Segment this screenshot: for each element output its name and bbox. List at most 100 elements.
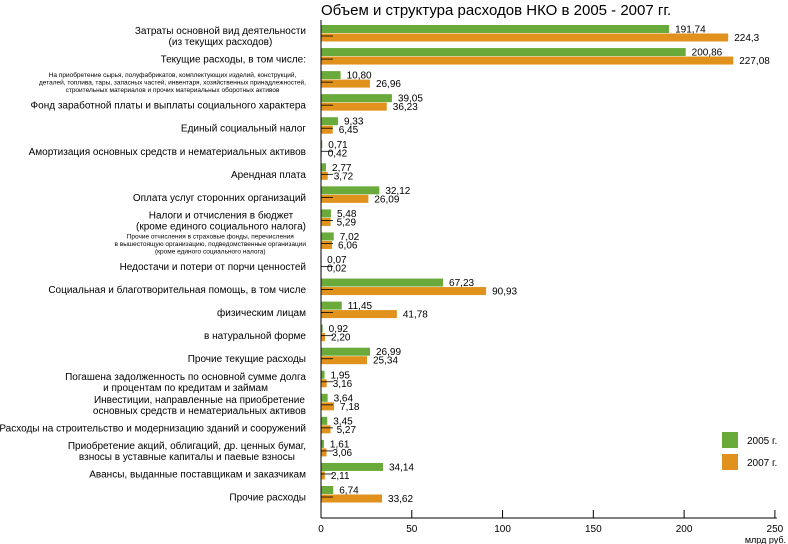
legend-label-2005: 2005 г. bbox=[747, 436, 777, 447]
bar-2007 bbox=[321, 102, 387, 111]
bar-2005 bbox=[321, 393, 328, 402]
bar-2007 bbox=[321, 125, 333, 134]
bar-2007 bbox=[321, 494, 383, 503]
value-label-2005: 191,74 bbox=[675, 25, 706, 36]
bar-2007 bbox=[321, 310, 397, 319]
category-label-line: деталей, топлива, тары, запасных частей,… bbox=[39, 79, 306, 87]
category-label-line: строительных материалов и прочих материа… bbox=[66, 86, 280, 94]
value-label-2007: 0,02 bbox=[327, 264, 347, 275]
bar-2005 bbox=[321, 25, 670, 33]
value-label-2007: 224,3 bbox=[734, 33, 759, 44]
x-tick-label: 150 bbox=[585, 524, 602, 535]
value-label-2005: 5,48 bbox=[337, 209, 357, 220]
bar-2007 bbox=[321, 333, 325, 342]
bar-2007 bbox=[321, 287, 487, 296]
bar-2005 bbox=[321, 94, 392, 103]
value-label-2007: 7,18 bbox=[340, 402, 360, 413]
bar-2007 bbox=[321, 448, 327, 457]
category-label-line: Приобретение акций, облигаций, др. ценны… bbox=[68, 440, 306, 452]
value-label-2005: 0,07 bbox=[327, 255, 347, 266]
bar-2005 bbox=[321, 416, 328, 425]
value-label-2007: 3,72 bbox=[334, 171, 354, 182]
value-label-2005: 11,45 bbox=[348, 301, 373, 312]
category-label: Прочие отчисления в страховые фонды, пер… bbox=[115, 233, 307, 255]
bar-2005 bbox=[321, 347, 371, 356]
value-label-2005: 39,05 bbox=[398, 94, 423, 105]
value-label-2005: 32,12 bbox=[385, 186, 410, 197]
category-label-line: (кроме единого социального налога) bbox=[136, 221, 306, 232]
bar-2005 bbox=[321, 186, 380, 195]
bar-2005 bbox=[321, 462, 383, 471]
category-label: Фонд заработной платы и выплаты социальн… bbox=[31, 100, 307, 112]
category-label-line: Авансы, выданные поставщикам и заказчика… bbox=[89, 469, 306, 480]
bar-2005 bbox=[321, 486, 334, 494]
category-label-line: (кроме единого социального налога) bbox=[155, 249, 266, 256]
bar-2005 bbox=[321, 370, 325, 379]
category-label-line: Затраты основной вид деятельности bbox=[135, 26, 306, 37]
bar-2007 bbox=[321, 194, 369, 203]
category-label-line: Арендная плата bbox=[231, 170, 306, 181]
value-label-2005: 3,45 bbox=[333, 416, 353, 427]
category-label-line: Налоги и отчисления в бюджет bbox=[149, 209, 294, 221]
value-label-2007: 3,16 bbox=[333, 379, 353, 390]
category-label: Налоги и отчисления в бюджет (кроме едино… bbox=[136, 209, 306, 232]
value-label-2007: 90,93 bbox=[492, 287, 517, 298]
value-label-2005: 10,80 bbox=[347, 71, 372, 82]
value-label-2007: 227,08 bbox=[739, 56, 770, 67]
category-label-line: Прочие расходы bbox=[229, 493, 306, 504]
category-label-line: взносы в уставные капиталы и паевые взно… bbox=[79, 452, 295, 463]
category-label-line: На приобретение сырья, полуфабрикатов, к… bbox=[49, 71, 297, 79]
category-label: Инвестиции, направленные на приобретение… bbox=[93, 394, 306, 417]
value-label-2005: 6,74 bbox=[339, 486, 359, 497]
value-label-2005: 0,92 bbox=[329, 324, 349, 335]
bar-2005 bbox=[321, 324, 323, 333]
category-label-line: Прочие текущие расходы bbox=[188, 354, 306, 365]
value-label-2007: 26,09 bbox=[374, 194, 399, 205]
category-label-line: Прочие отчисления в страховые фонды, пер… bbox=[127, 233, 295, 240]
category-label-line: Фонд заработной платы и выплаты социальн… bbox=[31, 100, 307, 112]
category-label: Единый социальный налог bbox=[181, 124, 306, 135]
value-label-2005: 2,77 bbox=[332, 163, 352, 174]
category-label: Оплата услуг сторонних организаций bbox=[133, 193, 306, 204]
category-label-line: Расходы на строительство и модернизацию … bbox=[0, 423, 306, 434]
bar-2007 bbox=[321, 171, 328, 180]
x-tick-label: 250 bbox=[767, 524, 784, 535]
value-label-2007: 33,62 bbox=[388, 494, 413, 505]
bar-2005 bbox=[321, 48, 686, 57]
value-label-2007: 5,29 bbox=[337, 217, 357, 228]
value-label-2005: 200,86 bbox=[692, 48, 723, 59]
x-tick-label: 50 bbox=[406, 524, 418, 535]
value-label-2005: 7,02 bbox=[340, 232, 360, 243]
bar-2007 bbox=[321, 379, 327, 388]
category-label: Затраты основной вид деятельности (из тек… bbox=[135, 26, 306, 48]
category-label: физическим лицам bbox=[217, 307, 306, 319]
category-label-line: в натуральной форме bbox=[204, 330, 306, 342]
bar-2007 bbox=[321, 217, 331, 226]
category-label-line: Погашена задолженность по основной сумме… bbox=[65, 372, 306, 383]
value-label-2005: 3,64 bbox=[334, 393, 354, 404]
category-label: Приобретение акций, облигаций, др. ценны… bbox=[68, 440, 306, 463]
value-label-2007: 26,96 bbox=[376, 79, 401, 90]
category-label: Прочие расходы bbox=[229, 493, 306, 504]
bar-2005 bbox=[321, 140, 323, 149]
value-label-2007: 41,78 bbox=[403, 310, 428, 321]
bar-2005 bbox=[321, 117, 338, 126]
value-label-2005: 0,71 bbox=[328, 140, 348, 151]
value-label-2007: 25,34 bbox=[373, 356, 398, 367]
category-label: На приобретение сырья, полуфабрикатов, к… bbox=[39, 71, 306, 94]
category-label-line: Единый социальный налог bbox=[181, 124, 306, 135]
bar-2007 bbox=[321, 240, 333, 249]
category-label-line: Инвестиции, направленные на приобретение bbox=[94, 394, 305, 406]
x-tick-label: 200 bbox=[676, 524, 693, 535]
legend-label-2007: 2007 г. bbox=[747, 458, 777, 469]
bar-2007 bbox=[321, 356, 368, 365]
category-label: Расходы на строительство и модернизацию … bbox=[0, 423, 306, 434]
bar-2007 bbox=[321, 56, 734, 65]
bar-2007 bbox=[321, 33, 729, 42]
bar-2005 bbox=[321, 71, 341, 80]
bar-2007 bbox=[321, 425, 331, 434]
value-label-2007: 5,27 bbox=[337, 425, 357, 436]
category-label: Погашена задолженность по основной сумме… bbox=[65, 372, 306, 394]
category-label-line: Социальная и благотворительная помощь, в… bbox=[48, 284, 306, 296]
